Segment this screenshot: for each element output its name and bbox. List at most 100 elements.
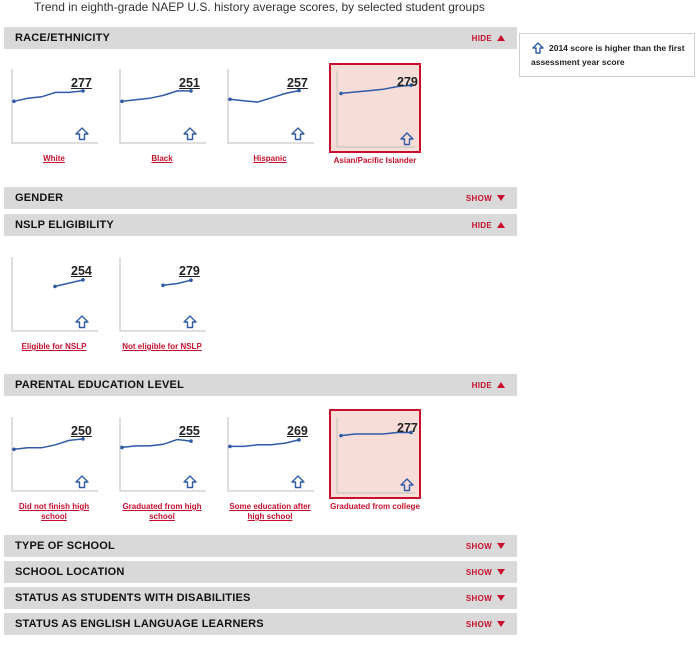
- score-value: 250: [71, 424, 92, 438]
- trend-point: [339, 91, 343, 96]
- caret-down-icon: [497, 543, 505, 549]
- hide-toggle-button[interactable]: HIDE: [472, 221, 505, 230]
- up-arrow-icon: [291, 127, 305, 141]
- toggle-label: SHOW: [465, 594, 492, 603]
- sparkline-chart: [119, 69, 206, 144]
- toggle-label: HIDE: [471, 34, 492, 43]
- sparkline-chart: [329, 409, 421, 499]
- score-value: 279: [397, 75, 418, 89]
- group-label-link[interactable]: Black: [151, 154, 173, 163]
- show-toggle-button[interactable]: SHOW: [466, 568, 505, 577]
- section-label: RACE/ETHNICITY: [15, 32, 111, 44]
- group-label-link[interactable]: Graduated from college: [330, 502, 420, 511]
- caret-up-icon: [497, 382, 505, 388]
- show-toggle-button[interactable]: SHOW: [466, 620, 505, 629]
- trend-line: [340, 84, 412, 95]
- group-label-link[interactable]: Some education after high school: [229, 502, 311, 521]
- score-value: 279: [179, 264, 200, 278]
- trend-line: [54, 279, 84, 288]
- score-value: 254: [71, 264, 92, 278]
- caret-down-icon: [497, 195, 505, 201]
- sparkline-axes: [227, 417, 314, 492]
- caret-down-icon: [497, 621, 505, 627]
- trend-point: [81, 437, 85, 441]
- trend-point: [12, 99, 16, 104]
- group-label-link[interactable]: Did not finish high school: [18, 502, 90, 521]
- trend-line: [13, 438, 84, 451]
- chart-caption: Trend in eighth-grade NAEP U.S. history …: [34, 0, 485, 14]
- sparkline-chart: [11, 257, 98, 332]
- caret-down-icon: [497, 595, 505, 601]
- trend-point: [120, 99, 124, 104]
- sparkline-axes: [119, 69, 206, 144]
- hide-toggle-button[interactable]: HIDE: [472, 381, 505, 390]
- up-arrow-icon: [183, 315, 197, 329]
- section-label: STATUS AS STUDENTS WITH DISABILITIES: [15, 592, 251, 604]
- group-label-link[interactable]: Eligible for NSLP: [21, 342, 87, 351]
- toggle-label: HIDE: [471, 221, 492, 230]
- trend-line: [340, 431, 411, 437]
- sparkline-axes: [11, 257, 98, 332]
- section-disabilities: STATUS AS STUDENTS WITH DISABILITIES SHO…: [4, 587, 517, 609]
- toggle-label: HIDE: [471, 381, 492, 390]
- sparkline-chart: [227, 69, 314, 144]
- sparkline-chart: [227, 417, 314, 492]
- sparkline-axes: [119, 257, 206, 332]
- trend-point: [189, 278, 193, 283]
- trend-point: [297, 88, 301, 93]
- show-toggle-button[interactable]: SHOW: [466, 542, 505, 551]
- score-value: 269: [287, 424, 308, 438]
- section-label: STATUS AS ENGLISH LANGUAGE LEARNERS: [15, 618, 264, 630]
- score-value: 277: [397, 421, 418, 435]
- up-arrow-icon: [400, 478, 414, 492]
- trend-point: [189, 439, 193, 443]
- toggle-label: SHOW: [465, 542, 492, 551]
- highlight-frame: [329, 63, 421, 153]
- up-arrow-icon: [183, 475, 197, 489]
- toggle-label: SHOW: [465, 568, 492, 577]
- score-value: 277: [71, 76, 92, 90]
- section-label: TYPE OF SCHOOL: [15, 540, 115, 552]
- section-label: SCHOOL LOCATION: [15, 566, 125, 578]
- trend-point: [228, 97, 232, 102]
- trend-point: [120, 445, 124, 450]
- trend-point: [53, 284, 57, 289]
- up-arrow-icon: [75, 127, 89, 141]
- trend-point: [81, 89, 85, 93]
- group-label-link[interactable]: Asian/Pacific Islander: [333, 156, 417, 165]
- toggle-label: SHOW: [465, 620, 492, 629]
- trend-line: [229, 89, 300, 103]
- sparkline-axes: [336, 417, 415, 494]
- trend-point: [409, 83, 413, 87]
- sparkline-axes: [336, 71, 415, 148]
- sparkline-axes: [11, 69, 98, 144]
- group-label-link[interactable]: Not eligible for NSLP: [122, 342, 202, 351]
- score-value: 255: [179, 424, 200, 438]
- trend-point: [297, 438, 301, 442]
- section-parental-education: PARENTAL EDUCATION LEVEL HIDE: [4, 374, 517, 396]
- trend-point: [228, 444, 232, 449]
- caret-down-icon: [497, 569, 505, 575]
- trend-point: [12, 447, 16, 452]
- trend-point: [81, 278, 85, 282]
- section-school-location: SCHOOL LOCATION SHOW: [4, 561, 517, 583]
- legend-text: 2014 score is higher than the first asse…: [531, 43, 685, 67]
- score-value: 251: [179, 76, 200, 90]
- group-label-link[interactable]: Hispanic: [253, 154, 287, 163]
- trend-line: [121, 90, 191, 103]
- group-label-link[interactable]: White: [43, 154, 65, 163]
- highlight-frame: [329, 409, 421, 499]
- section-english-learners: STATUS AS ENGLISH LANGUAGE LEARNERS SHOW: [4, 613, 517, 635]
- show-toggle-button[interactable]: SHOW: [466, 194, 505, 203]
- trend-line: [230, 439, 300, 448]
- trend-point: [189, 89, 193, 93]
- section-label: GENDER: [15, 192, 64, 204]
- show-toggle-button[interactable]: SHOW: [466, 594, 505, 603]
- hide-toggle-button[interactable]: HIDE: [472, 34, 505, 43]
- trend-point: [409, 430, 413, 435]
- section-nslp-eligibility: NSLP ELIGIBILITY HIDE: [4, 214, 517, 236]
- sparkline-chart: [119, 417, 206, 492]
- sparkline-axes: [119, 417, 206, 492]
- trend-line: [162, 279, 192, 287]
- group-label-link[interactable]: Graduated from high school: [122, 502, 202, 521]
